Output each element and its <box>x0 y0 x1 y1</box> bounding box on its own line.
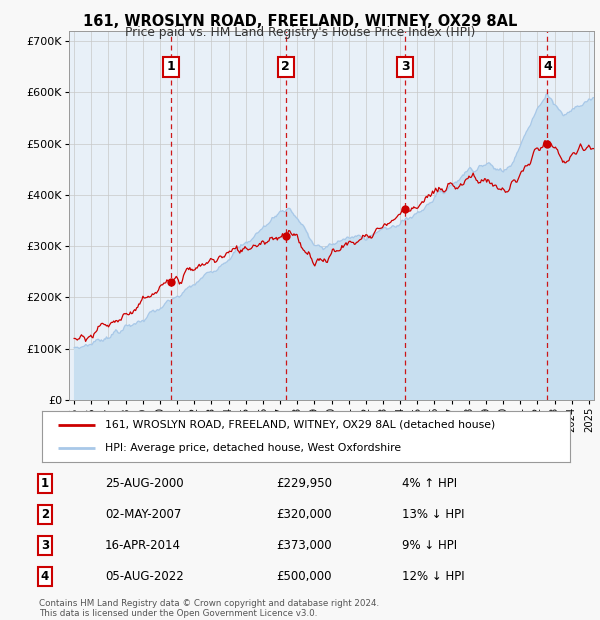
Text: Contains HM Land Registry data © Crown copyright and database right 2024.
This d: Contains HM Land Registry data © Crown c… <box>39 599 379 618</box>
Text: 25-AUG-2000: 25-AUG-2000 <box>105 477 184 490</box>
Text: 1: 1 <box>41 477 49 490</box>
Text: HPI: Average price, detached house, West Oxfordshire: HPI: Average price, detached house, West… <box>106 443 401 453</box>
Text: £229,950: £229,950 <box>276 477 332 490</box>
Text: 3: 3 <box>401 60 409 73</box>
Text: 05-AUG-2022: 05-AUG-2022 <box>105 570 184 583</box>
Text: 3: 3 <box>41 539 49 552</box>
Text: 4% ↑ HPI: 4% ↑ HPI <box>402 477 457 490</box>
Text: £500,000: £500,000 <box>276 570 331 583</box>
Text: 1: 1 <box>167 60 175 73</box>
Text: 12% ↓ HPI: 12% ↓ HPI <box>402 570 464 583</box>
Text: 161, WROSLYN ROAD, FREELAND, WITNEY, OX29 8AL: 161, WROSLYN ROAD, FREELAND, WITNEY, OX2… <box>83 14 517 29</box>
Text: 2: 2 <box>281 60 290 73</box>
Text: 9% ↓ HPI: 9% ↓ HPI <box>402 539 457 552</box>
Text: £373,000: £373,000 <box>276 539 332 552</box>
Text: Price paid vs. HM Land Registry's House Price Index (HPI): Price paid vs. HM Land Registry's House … <box>125 26 475 39</box>
Text: 2: 2 <box>41 508 49 521</box>
Text: 4: 4 <box>41 570 49 583</box>
Text: 161, WROSLYN ROAD, FREELAND, WITNEY, OX29 8AL (detached house): 161, WROSLYN ROAD, FREELAND, WITNEY, OX2… <box>106 420 496 430</box>
Text: 02-MAY-2007: 02-MAY-2007 <box>105 508 181 521</box>
Text: £320,000: £320,000 <box>276 508 332 521</box>
Text: 16-APR-2014: 16-APR-2014 <box>105 539 181 552</box>
Text: 13% ↓ HPI: 13% ↓ HPI <box>402 508 464 521</box>
Text: 4: 4 <box>543 60 552 73</box>
